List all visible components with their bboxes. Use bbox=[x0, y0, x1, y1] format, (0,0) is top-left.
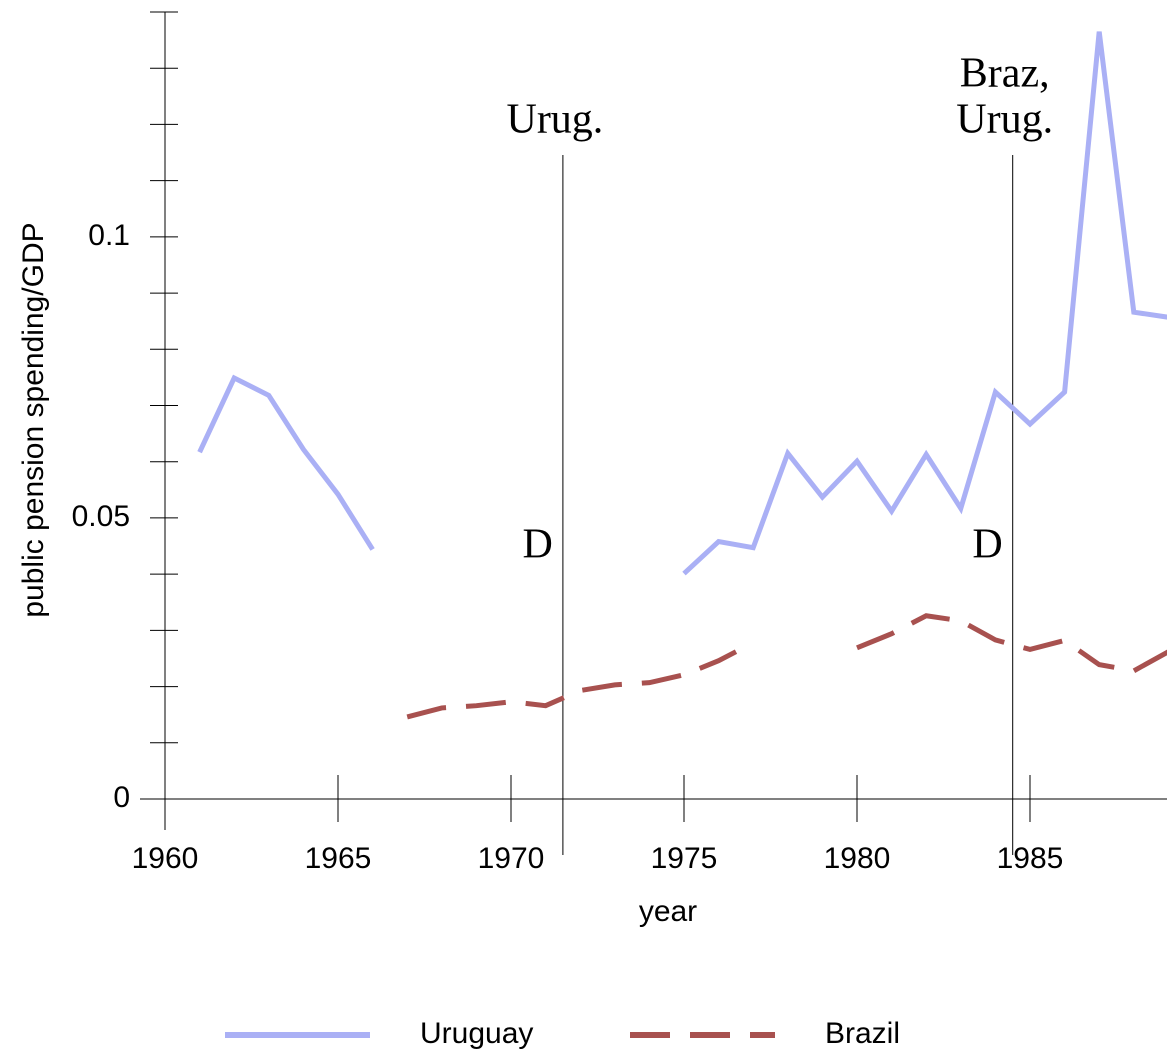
series-line bbox=[197, 31, 1167, 576]
y-tick-label: 0.1 bbox=[88, 219, 130, 252]
event-label: Urug. bbox=[506, 97, 603, 143]
legend-label: Uruguay bbox=[420, 1017, 533, 1050]
x-tick-label: 1960 bbox=[132, 842, 199, 875]
event-label: Urug. bbox=[956, 97, 1053, 143]
x-tick-label: 1975 bbox=[651, 842, 718, 875]
legend-label: Brazil bbox=[825, 1017, 900, 1050]
event-marker: D bbox=[523, 522, 553, 568]
x-tick-label: 1965 bbox=[305, 842, 372, 875]
event-marker: D bbox=[972, 522, 1002, 568]
y-tick-label: 0 bbox=[113, 781, 130, 814]
x-axis-label: year bbox=[639, 895, 697, 928]
plot-area bbox=[197, 31, 1167, 720]
x-tick-label: 1985 bbox=[997, 842, 1064, 875]
series-line bbox=[406, 613, 1167, 720]
y-axis-label: public pension spending/GDP bbox=[17, 222, 50, 617]
x-tick-label: 1970 bbox=[478, 842, 545, 875]
x-tick-label: 1980 bbox=[824, 842, 891, 875]
event-label: Braz, bbox=[960, 51, 1050, 97]
y-tick-label: 0.05 bbox=[72, 500, 130, 533]
